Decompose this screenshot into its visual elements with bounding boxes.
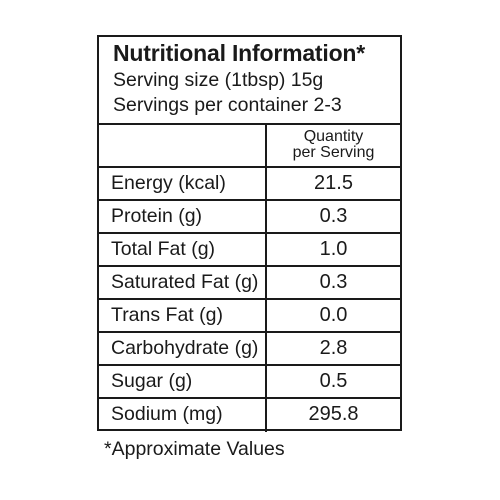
- table-row: Saturated Fat (g) 0.3: [99, 267, 400, 300]
- nutrient-name: Trans Fat (g): [99, 300, 267, 331]
- table-row: Trans Fat (g) 0.0: [99, 300, 400, 333]
- nutrient-value: 295.8: [308, 403, 359, 425]
- header-empty-cell: [99, 125, 267, 166]
- nutrient-value: 0.5: [319, 370, 348, 392]
- nutrient-name: Saturated Fat (g): [99, 267, 267, 298]
- nutrient-name: Carbohydrate (g): [99, 333, 267, 364]
- table-row: Protein (g) 0.3: [99, 201, 400, 234]
- nutrient-value: 21.5: [314, 172, 353, 194]
- label-title: Nutritional Information*: [113, 40, 366, 66]
- nutrient-value: 0.3: [319, 205, 348, 227]
- nutrition-label: Nutritional Information* Serving size (1…: [97, 35, 402, 432]
- nutrition-table: Quantity per Serving Energy (kcal) 21.5 …: [99, 125, 400, 432]
- table-row: Sodium (mg) 295.8: [99, 399, 400, 432]
- label-header: Nutritional Information* Serving size (1…: [99, 37, 400, 125]
- nutrient-value: 2.8: [319, 337, 348, 359]
- nutrient-name: Total Fat (g): [99, 234, 267, 265]
- nutrient-name: Sodium (mg): [99, 399, 267, 432]
- table-row: Total Fat (g) 1.0: [99, 234, 400, 267]
- serving-size: Serving size (1tbsp) 15g: [113, 69, 324, 91]
- table-header-row: Quantity per Serving: [99, 125, 400, 168]
- quantity-header-line1: Quantity: [303, 128, 364, 145]
- nutrient-name: Protein (g): [99, 201, 267, 232]
- quantity-column-header: Quantity per Serving: [267, 125, 400, 166]
- table-row: Energy (kcal) 21.5: [99, 168, 400, 201]
- nutrient-name: Sugar (g): [99, 366, 267, 397]
- nutrient-value: 0.0: [319, 304, 348, 326]
- nutrient-name: Energy (kcal): [99, 168, 267, 199]
- quantity-header-line2: per Serving: [292, 144, 375, 161]
- nutrient-value: 0.3: [319, 271, 348, 293]
- footnote: *Approximate Values: [104, 438, 285, 460]
- servings-per-container: Servings per container 2-3: [113, 94, 342, 116]
- table-row: Carbohydrate (g) 2.8: [99, 333, 400, 366]
- nutrient-value: 1.0: [319, 238, 348, 260]
- table-row: Sugar (g) 0.5: [99, 366, 400, 399]
